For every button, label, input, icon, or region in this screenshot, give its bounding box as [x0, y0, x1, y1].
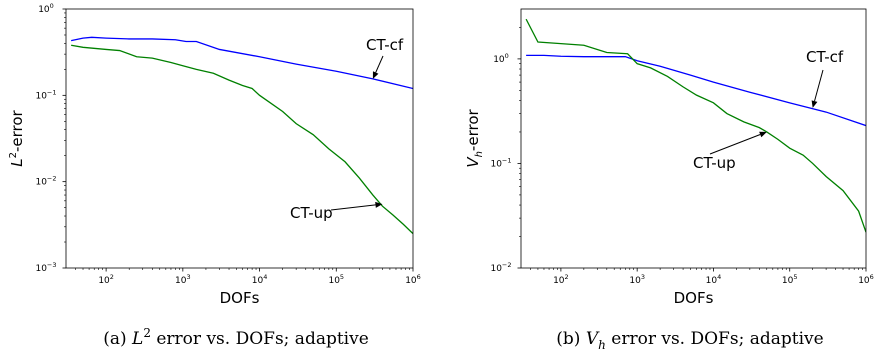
annotation-label-ct-cf: CT-cf — [806, 48, 844, 66]
arrow-head-icon — [375, 201, 383, 208]
y-tick-label: 10−1 — [35, 88, 56, 101]
y-tick-label: 10−1 — [490, 156, 511, 169]
series-line-ct-cf — [526, 54, 866, 127]
x-tick-label: 102 — [98, 273, 114, 286]
x-tick-label: 106 — [405, 273, 421, 286]
y-tick-label: 100 — [493, 52, 509, 65]
x-axis-label: DOFs — [220, 289, 260, 307]
x-axis-label: DOFs — [674, 289, 714, 307]
y-tick-label: 100 — [38, 2, 54, 15]
y-tick-label: 10−2 — [490, 261, 511, 274]
x-tick-label: 105 — [782, 273, 798, 286]
annotation-arrow-ct-up — [330, 204, 376, 211]
annotation-label-ct-cf: CT-cf — [366, 36, 404, 54]
y-axis-label: Vh-error — [464, 109, 485, 168]
x-tick-label: 103 — [629, 273, 645, 286]
figure-caption-a: (a) L2 error vs. DOFs; adaptive — [103, 326, 369, 349]
annotation-arrow-ct-cf — [814, 69, 824, 102]
x-tick-label: 104 — [252, 273, 268, 286]
x-tick-label: 104 — [706, 273, 722, 286]
series-line-ct-up — [71, 44, 413, 235]
arrow-head-icon — [372, 71, 379, 79]
arrow-head-icon — [759, 131, 767, 138]
plot-frame — [65, 8, 414, 269]
figure-caption-b: (b) Vh error vs. DOFs; adaptive — [556, 329, 823, 352]
x-tick-label: 102 — [553, 273, 569, 286]
series-line-ct-cf — [71, 36, 413, 90]
y-tick-label: 10−3 — [35, 261, 56, 274]
x-tick-label: 106 — [858, 273, 874, 286]
y-tick-label: 10−2 — [35, 175, 56, 188]
x-tick-label: 105 — [328, 273, 344, 286]
plot-frame — [520, 8, 867, 269]
chart-panel-b: 102 103 104 105 106 10−2 10−1 100 CT-cf CT-up DOFs… — [464, 8, 874, 352]
annotation-arrow-ct-cf — [375, 55, 384, 73]
series-line-ct-up — [525, 18, 866, 233]
y-axis-label: L2-error — [8, 109, 26, 166]
annotation-label-ct-up: CT-up — [693, 154, 736, 172]
annotation-arrow-ct-up — [709, 134, 761, 155]
x-tick-label: 103 — [175, 273, 191, 286]
annotation-label-ct-up: CT-up — [290, 204, 333, 222]
arrow-head-icon — [811, 100, 818, 108]
chart-panel-a: 102 103 104 105 106 10−3 10−2 10−1 100 CT-cf CT-up… — [8, 2, 421, 349]
